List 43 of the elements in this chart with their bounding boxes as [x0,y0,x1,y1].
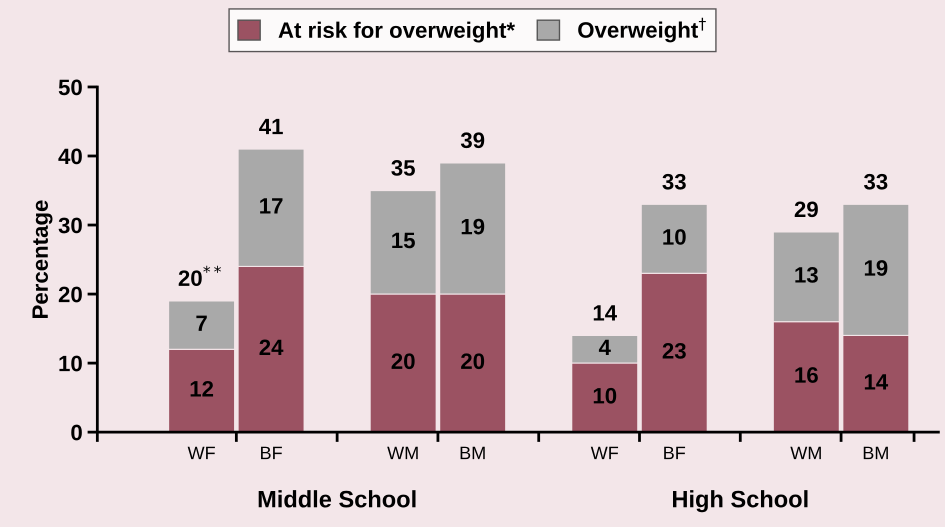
total-label: 14 [594,305,617,321]
y-axis-title: Percentage [32,200,52,318]
total-label: 20$^{**}$ [178,266,221,286]
x-tick-label: WF [188,446,215,460]
data-label: 14 [864,374,888,390]
y-tick-label: 50 [58,79,82,96]
data-label: 12 [190,380,214,396]
data-label: 10 [663,229,686,245]
data-label: 16 [795,367,818,383]
data-label: 17 [260,198,282,214]
total-label: 29 [794,201,818,218]
y-tick-label: 0 [71,424,82,440]
data-label: 24 [260,340,284,356]
data-label: 4 [598,340,611,356]
data-label: 19 [864,260,888,276]
x-tick-label: WM [387,446,418,460]
total-label: 33 [662,174,686,190]
data-label: 7 [196,316,207,331]
data-label: 23 [662,342,686,359]
total-label: 39 [460,132,484,148]
data-label: 19 [462,218,484,234]
total-label: 41 [259,118,283,134]
data-label: 20 [392,353,415,370]
y-tick-label: 20 [58,286,82,302]
total-label: 35 [391,160,415,176]
x-tick-label: WF [590,446,618,460]
text: High School [673,490,808,512]
y-tick-label: 10 [59,356,82,372]
y-tick-label: 40 [58,148,82,164]
legend-label: At risk for overweight* [278,22,516,42]
y-tick-label: 30 [58,218,82,234]
x-tick-label: BF [261,446,282,460]
x-tick-label: BF [664,446,686,460]
x-tick-label: WM [790,446,821,460]
legend-label: Overweight$^{†}$ [578,18,706,42]
data-label: 10 [594,388,616,404]
text: Middle School [258,490,416,508]
data-label: 20 [461,353,484,370]
data-label: 13 [795,267,818,283]
x-tick-label: BM [864,446,888,460]
data-label: 15 [392,232,415,248]
total-label: 33 [864,174,888,190]
x-tick-label: BM [460,446,485,460]
